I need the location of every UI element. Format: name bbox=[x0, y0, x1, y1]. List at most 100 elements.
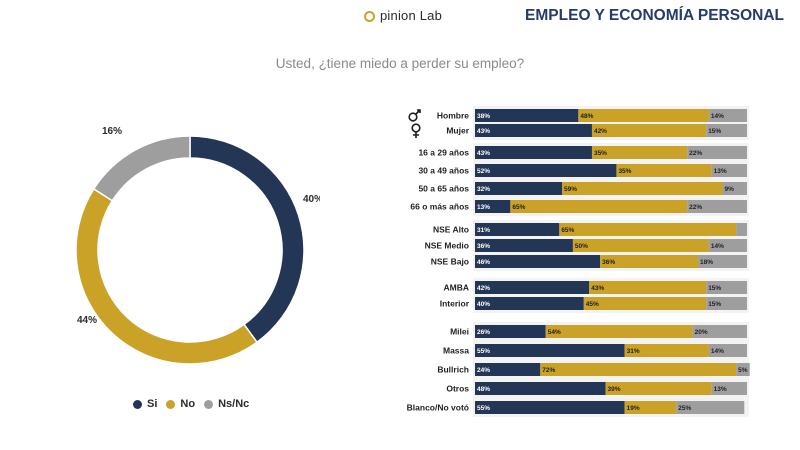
bar-value-label: 55% bbox=[477, 405, 490, 412]
donut-label-nsnc: 16% bbox=[102, 126, 122, 137]
bar-segment-si bbox=[475, 344, 625, 357]
bar-value-label: 65% bbox=[561, 227, 574, 234]
bar-value-label: 72% bbox=[542, 367, 555, 374]
legend-item-si: Si bbox=[133, 398, 157, 410]
bar-segment-si bbox=[475, 200, 511, 213]
bar-value-label: 22% bbox=[689, 150, 702, 157]
bar-value-label: 31% bbox=[477, 227, 490, 234]
bar-value-label: 50% bbox=[575, 243, 588, 250]
bar-segment-nsnc bbox=[708, 344, 747, 357]
legend-dot-nsnc bbox=[204, 399, 214, 409]
category-label: Otros bbox=[446, 384, 469, 394]
donut-slice-no bbox=[75, 187, 259, 365]
donut-chart: 40% 44% 16% bbox=[75, 126, 320, 365]
bar-segment-si bbox=[475, 401, 625, 414]
bar-value-label: 40% bbox=[477, 301, 490, 308]
legend-dot-si bbox=[133, 399, 142, 409]
bar-value-label: 14% bbox=[711, 348, 724, 355]
category-label: Massa bbox=[443, 346, 469, 356]
category-label: Blanco/No votó bbox=[407, 403, 469, 413]
bar-segment-nsnc bbox=[706, 281, 747, 294]
bar-segment-no bbox=[559, 223, 737, 236]
bar-value-label: 15% bbox=[708, 285, 721, 292]
bar-value-label: 59% bbox=[564, 186, 577, 193]
bar-value-label: 48% bbox=[477, 386, 490, 393]
category-label: 30 a 49 años bbox=[418, 166, 469, 176]
bar-segment-si bbox=[475, 382, 606, 395]
page-title: EMPLEO Y ECONOMÍA PERSONAL bbox=[525, 7, 784, 24]
bar-segment-nsnc bbox=[708, 239, 747, 252]
bar-segment-no bbox=[591, 124, 707, 137]
bar-value-label: 48% bbox=[580, 113, 593, 120]
bar-segment-si bbox=[475, 124, 592, 137]
bar-segment-nsnc bbox=[676, 401, 745, 414]
category-label: NSE Medio bbox=[425, 241, 469, 251]
bar-segment-si bbox=[475, 164, 617, 177]
bar-segment-no bbox=[545, 325, 693, 338]
bar-segment-no bbox=[600, 255, 699, 268]
bar-segment-nsnc bbox=[706, 124, 747, 137]
bar-value-label: 31% bbox=[627, 348, 640, 355]
bar-segment-no bbox=[562, 182, 723, 195]
bar-value-label: 43% bbox=[591, 285, 604, 292]
bar-value-label: 19% bbox=[627, 405, 640, 412]
category-label: NSE Alto bbox=[433, 225, 469, 235]
bar-value-label: 26% bbox=[477, 329, 490, 336]
bar-value-label: 13% bbox=[714, 168, 727, 175]
bar-value-label: 13% bbox=[714, 386, 727, 393]
bar-value-label: 5% bbox=[738, 367, 748, 374]
bar-segment-nsnc bbox=[698, 255, 747, 268]
category-label: Mujer bbox=[446, 126, 469, 136]
bar-value-label: 43% bbox=[477, 128, 490, 135]
bar-value-label: 14% bbox=[711, 243, 724, 250]
bar-value-label: 54% bbox=[548, 329, 561, 336]
bar-value-label: 15% bbox=[708, 128, 721, 135]
bar-value-label: 52% bbox=[477, 168, 490, 175]
bar-segment-nsnc bbox=[708, 109, 747, 122]
bar-segment-nsnc bbox=[736, 223, 747, 236]
bar-segment-no bbox=[624, 401, 677, 414]
bar-segment-no bbox=[572, 239, 709, 252]
stacked-bar-chart: Hombre 38% 48% 14% Mujer 43% 42% 15% 16 a 29 año… bbox=[407, 106, 750, 417]
bar-segment-nsnc bbox=[687, 200, 747, 213]
category-label: 50 a 65 años bbox=[418, 184, 469, 194]
bar-segment-no bbox=[510, 200, 688, 213]
bar-value-label: 55% bbox=[477, 348, 490, 355]
bar-segment-si bbox=[475, 182, 563, 195]
legend-dot-no bbox=[166, 399, 176, 409]
bar-segment-no bbox=[624, 344, 709, 357]
bar-value-label: 22% bbox=[689, 204, 702, 211]
bar-value-label: 46% bbox=[477, 259, 490, 266]
logo-o-icon bbox=[364, 11, 375, 22]
bar-segment-nsnc bbox=[706, 297, 747, 310]
bar-segment-si bbox=[475, 239, 573, 252]
legend-item-no: No bbox=[166, 398, 195, 410]
bar-segment-no bbox=[578, 109, 709, 122]
bar-segment-nsnc bbox=[711, 382, 747, 395]
bar-segment-no bbox=[591, 146, 688, 159]
bar-value-label: 35% bbox=[618, 168, 631, 175]
bar-value-label: 14% bbox=[711, 113, 724, 120]
bar-value-label: 43% bbox=[477, 150, 490, 157]
bar-value-label: 35% bbox=[594, 150, 607, 157]
category-label: 66 o más años bbox=[410, 202, 469, 212]
bar-segment-si bbox=[475, 255, 601, 268]
female-icon bbox=[411, 123, 421, 138]
bar-segment-nsnc bbox=[711, 164, 747, 177]
bar-segment-si bbox=[475, 363, 541, 376]
bar-segment-nsnc bbox=[687, 146, 747, 159]
bar-segment-nsnc bbox=[736, 363, 750, 376]
bar-value-label: 65% bbox=[512, 204, 525, 211]
bar-segment-nsnc bbox=[692, 325, 747, 338]
bar-segment-no bbox=[540, 363, 737, 376]
bar-value-label: 36% bbox=[602, 259, 615, 266]
bar-value-label: 9% bbox=[725, 186, 735, 193]
bar-value-label: 45% bbox=[586, 301, 599, 308]
donut-label-no: 44% bbox=[77, 315, 97, 326]
bar-segment-si bbox=[475, 297, 584, 310]
legend-label-no: No bbox=[180, 398, 196, 410]
bar-value-label: 20% bbox=[695, 329, 708, 336]
chart-legend: Si No Ns/Nc bbox=[133, 396, 258, 412]
donut-slice-nsnc bbox=[92, 135, 191, 202]
bar-segment-no bbox=[616, 164, 712, 177]
